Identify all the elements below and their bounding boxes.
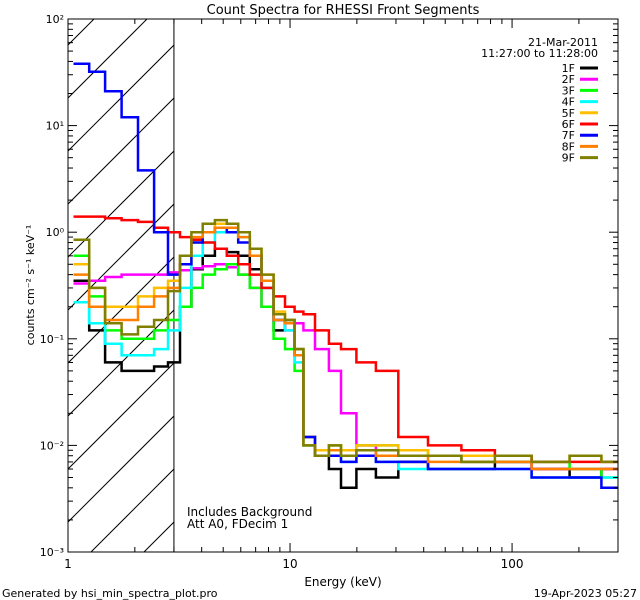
legend-label-4F: 4F [562,96,575,109]
y-tick-label: 10¹ [46,120,64,133]
legend-label-7F: 7F [562,129,575,142]
footer-timestamp: 19-Apr-2023 05:27 [534,587,637,600]
legend-label-9F: 9F [562,152,575,165]
annotation-attenuator: Att A0, FDecim 1 [187,517,288,531]
legend-label-8F: 8F [562,140,575,153]
y-axis-label: counts cm⁻² s⁻¹ keV⁻¹ [24,225,37,346]
y-tick-label: 10⁻² [40,439,64,452]
x-tick-label: 10 [282,557,297,571]
date-label: 21-Mar-2011 [528,36,598,49]
excluded-region-hatch [68,19,174,552]
x-tick-label: 1 [64,557,72,571]
plot-frame [67,18,619,553]
hatch-line [68,362,174,470]
hatch-line [68,415,174,523]
time-range-label: 11:27:00 to 11:28:00 [481,47,598,60]
series-9F-line [73,218,618,464]
chart-title: Count Spectra for RHESSI Front Segments [207,3,480,18]
legend-label-3F: 3F [562,84,575,97]
hatch-line [68,97,174,205]
legend-label-1F: 1F [562,62,575,75]
legend-label-5F: 5F [562,107,575,120]
y-tick-label: 10⁰ [46,226,65,239]
y-tick-label: 10² [46,13,64,26]
x-axis: 1 10 100 [64,19,619,571]
x-tick-label: 100 [501,557,524,571]
annotation-background: Includes Background [187,505,312,519]
legend-label-6F: 6F [562,118,575,131]
y-tick-label: 10⁻¹ [40,333,64,346]
hatch-line [68,203,174,311]
y-axis: 10⁻³ 10⁻² 10⁻¹ 10⁰ 10¹ 10² [40,13,618,559]
footer-generated-by: Generated by hsi_min_spectra_plot.pro [2,587,218,600]
hatch-line [68,44,174,152]
hatch-line [68,256,174,364]
x-axis-label: Energy (keV) [304,575,381,589]
legend-label-2F: 2F [562,73,575,86]
y-tick-label: 10⁻³ [40,546,64,559]
